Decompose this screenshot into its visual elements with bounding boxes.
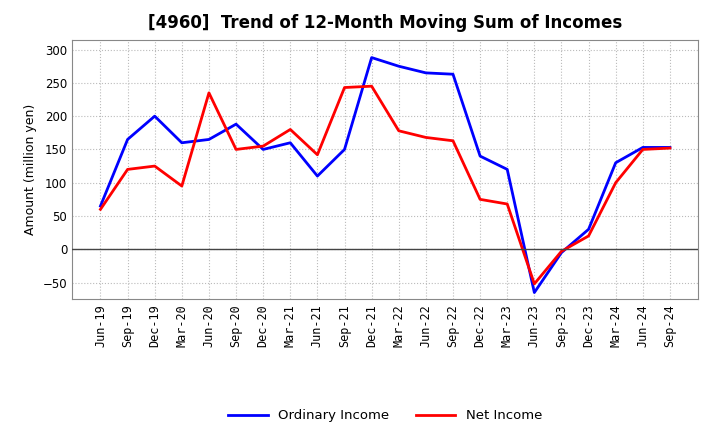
Ordinary Income — [178, 140, 186, 145]
Net Income — [96, 207, 105, 212]
Ordinary Income — [341, 147, 349, 152]
Ordinary Income — [96, 203, 105, 209]
Net Income — [178, 183, 186, 189]
Net Income — [557, 249, 566, 254]
Ordinary Income — [313, 173, 322, 179]
Ordinary Income — [530, 290, 539, 295]
Ordinary Income — [611, 160, 620, 165]
Net Income — [341, 85, 349, 90]
Net Income — [584, 233, 593, 238]
Net Income — [421, 135, 430, 140]
Net Income — [150, 163, 159, 169]
Net Income — [530, 281, 539, 286]
Net Income — [259, 143, 268, 149]
Ordinary Income — [476, 154, 485, 159]
Ordinary Income — [449, 72, 457, 77]
Net Income — [449, 138, 457, 143]
Ordinary Income — [232, 121, 240, 127]
Net Income — [639, 147, 647, 152]
Ordinary Income — [123, 137, 132, 142]
Ordinary Income — [421, 70, 430, 76]
Net Income — [503, 202, 511, 207]
Net Income — [232, 147, 240, 152]
Ordinary Income — [150, 114, 159, 119]
Ordinary Income — [639, 145, 647, 150]
Net Income — [123, 167, 132, 172]
Net Income — [313, 152, 322, 158]
Ordinary Income — [665, 145, 674, 150]
Net Income — [204, 90, 213, 95]
Title: [4960]  Trend of 12-Month Moving Sum of Incomes: [4960] Trend of 12-Month Moving Sum of I… — [148, 15, 622, 33]
Ordinary Income — [503, 167, 511, 172]
Line: Ordinary Income: Ordinary Income — [101, 58, 670, 293]
Ordinary Income — [395, 64, 403, 69]
Y-axis label: Amount (million yen): Amount (million yen) — [24, 104, 37, 235]
Ordinary Income — [259, 147, 268, 152]
Ordinary Income — [286, 140, 294, 145]
Net Income — [611, 180, 620, 185]
Line: Net Income: Net Income — [101, 86, 670, 284]
Net Income — [395, 128, 403, 133]
Net Income — [286, 127, 294, 132]
Net Income — [476, 197, 485, 202]
Net Income — [665, 146, 674, 151]
Ordinary Income — [204, 137, 213, 142]
Legend: Ordinary Income, Net Income: Ordinary Income, Net Income — [222, 404, 548, 428]
Ordinary Income — [557, 250, 566, 255]
Ordinary Income — [584, 227, 593, 232]
Ordinary Income — [367, 55, 376, 60]
Net Income — [367, 84, 376, 89]
